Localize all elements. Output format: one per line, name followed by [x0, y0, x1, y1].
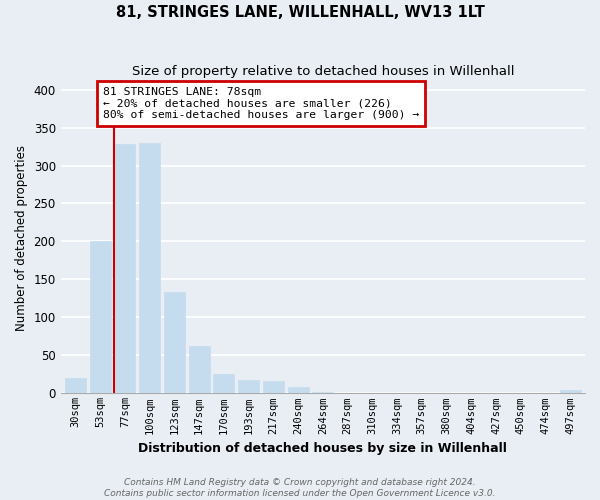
Bar [238, 380, 259, 394]
Text: 81, STRINGES LANE, WILLENHALL, WV13 1LT: 81, STRINGES LANE, WILLENHALL, WV13 1LT [116, 5, 484, 20]
Bar [164, 292, 185, 394]
Bar [188, 346, 209, 394]
Bar [560, 390, 581, 394]
Text: Contains HM Land Registry data © Crown copyright and database right 2024.
Contai: Contains HM Land Registry data © Crown c… [104, 478, 496, 498]
Title: Size of property relative to detached houses in Willenhall: Size of property relative to detached ho… [131, 65, 514, 78]
Bar [313, 392, 334, 394]
Bar [90, 242, 111, 394]
Bar [65, 378, 86, 394]
Bar [287, 388, 308, 394]
Bar [263, 381, 284, 394]
Bar [115, 144, 136, 394]
Text: 81 STRINGES LANE: 78sqm
← 20% of detached houses are smaller (226)
80% of semi-d: 81 STRINGES LANE: 78sqm ← 20% of detache… [103, 86, 419, 120]
X-axis label: Distribution of detached houses by size in Willenhall: Distribution of detached houses by size … [139, 442, 507, 455]
Y-axis label: Number of detached properties: Number of detached properties [15, 144, 28, 330]
Bar [214, 374, 235, 394]
Bar [139, 142, 160, 394]
